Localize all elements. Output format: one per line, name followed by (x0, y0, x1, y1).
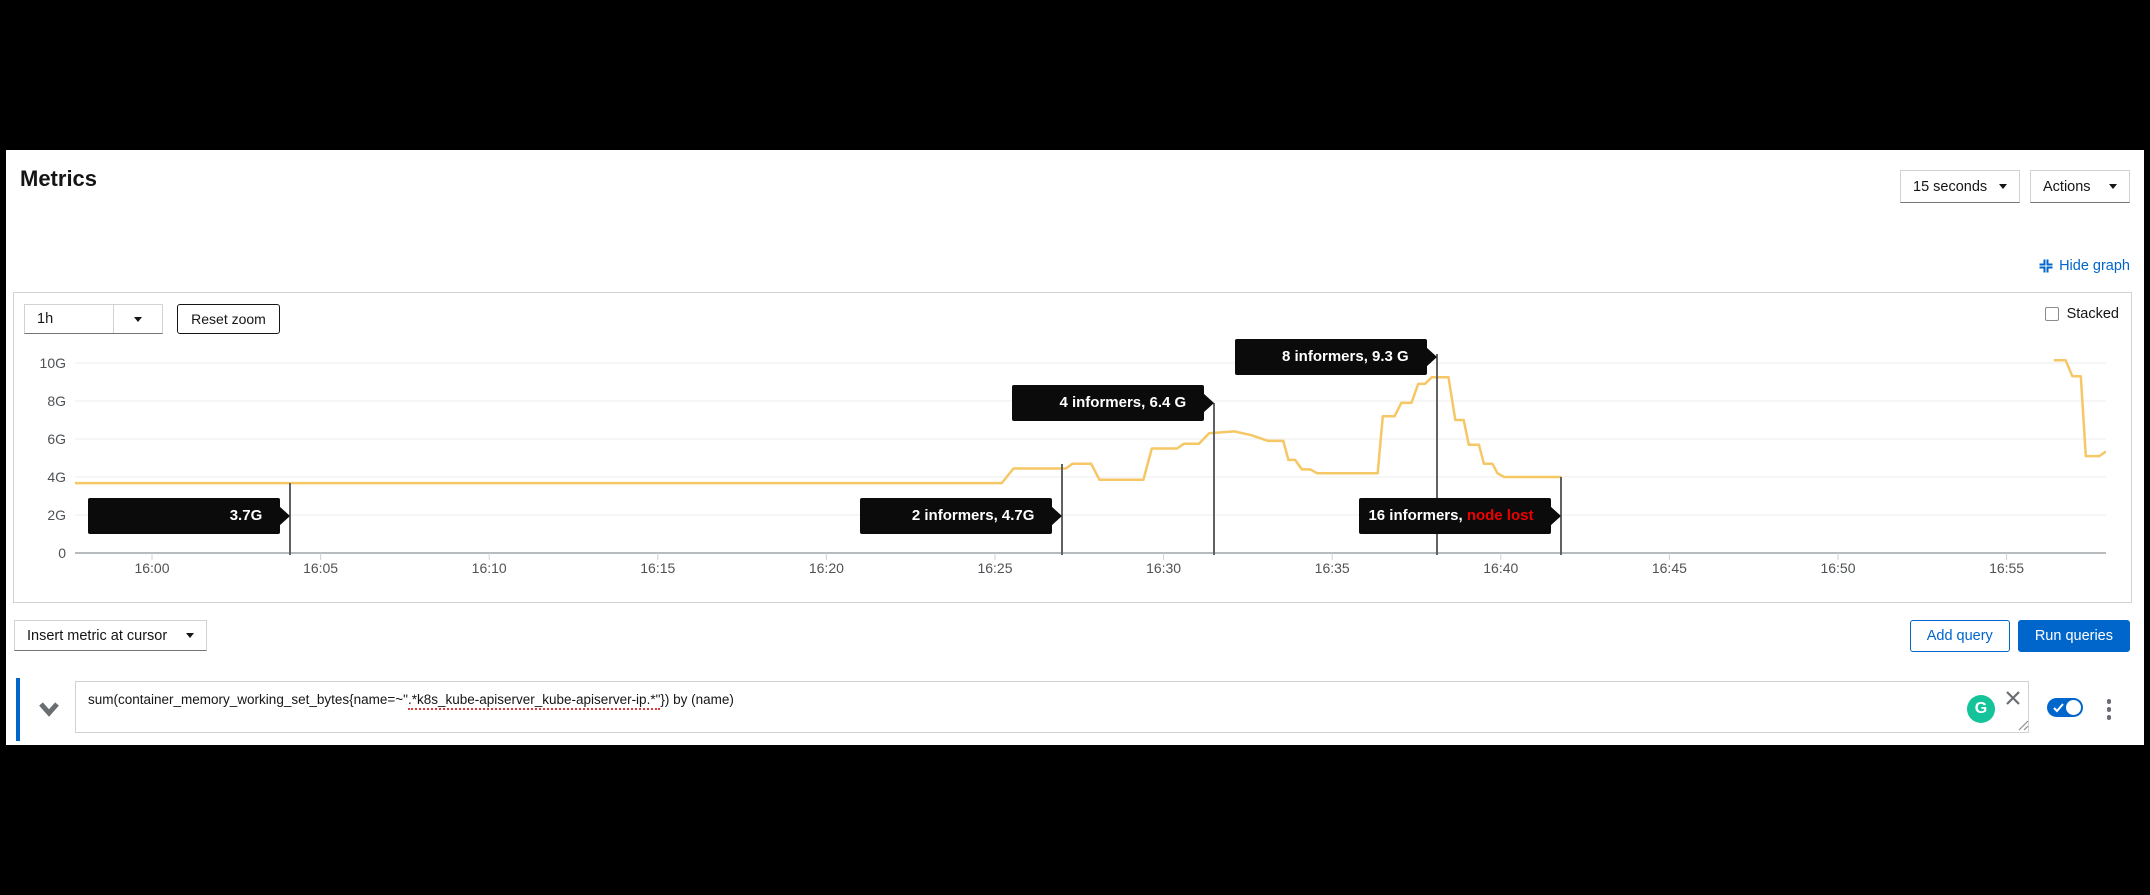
clear-query-button[interactable] (2003, 688, 2023, 708)
actions-dropdown[interactable]: Actions (2030, 170, 2130, 203)
x-tick-label: 16:10 (471, 560, 507, 576)
y-tick-label: 0 (58, 545, 66, 561)
y-tick-label: 6G (47, 431, 66, 447)
stacked-checkbox[interactable] (2044, 307, 2059, 321)
hide-graph-link[interactable]: Hide graph (2039, 258, 2130, 274)
query-text: }) by (name) (660, 692, 734, 707)
close-icon (2006, 691, 2020, 705)
timespan-value: 1h (37, 311, 54, 327)
page-title: Metrics (20, 166, 98, 191)
chevron-down-icon (2109, 184, 2117, 189)
toggle-knob (2066, 700, 2081, 715)
kebab-dot (2106, 707, 2112, 712)
annotation-marker-line (1560, 477, 1563, 555)
series-line (75, 376, 1562, 485)
x-tick-label: 16:15 (640, 560, 676, 576)
x-tick-label: 16:05 (303, 560, 339, 576)
x-tick-label: 16:30 (1146, 560, 1182, 576)
annotation-marker-line (289, 483, 292, 555)
annotation-label: 3.7G (229, 506, 263, 524)
annotation-tooltip: 4 informers, 6.4 G (1012, 384, 1205, 421)
run-queries-button[interactable]: Run queries (2017, 620, 2130, 652)
query-toolbar-buttons: Add query Run queries (1909, 620, 2130, 652)
chevron-down-icon (1999, 184, 2007, 189)
reset-zoom-button[interactable]: Reset zoom (177, 304, 280, 334)
x-tick-label: 16:55 (1989, 560, 2025, 576)
annotation-label: 2 informers, 4.7G (911, 506, 1035, 524)
poll-interval-select[interactable]: 15 seconds (1900, 170, 2020, 203)
stacked-label: Stacked (2066, 306, 2119, 322)
series-line (2053, 358, 2106, 458)
x-tick-label: 16:35 (1314, 560, 1350, 576)
query-text: sum(container_memory_working_set_bytes{n… (88, 692, 408, 707)
kebab-dot (2106, 699, 2112, 704)
annotation-tooltip-arrow (1203, 392, 1215, 413)
chevron-down-icon (186, 633, 194, 638)
annotation-tooltip-arrow (279, 505, 291, 526)
annotation-marker-line (1213, 402, 1216, 555)
annotation-marker-line (1435, 354, 1438, 555)
x-tick-label: 16:50 (1820, 560, 1856, 576)
query-kebab-menu[interactable] (2106, 699, 2112, 720)
graph-card: 1h Reset zoom Stacked 0 2G 4G 6G 8G 10G 16:00 1… (13, 292, 2132, 603)
annotation-tooltip: 3.7G (88, 497, 281, 534)
x-tick-label: 16:45 (1651, 560, 1687, 576)
annotation-label-alert: node lost (1466, 506, 1534, 524)
x-tick-label: 16:25 (977, 560, 1013, 576)
collapse-query-button[interactable] (36, 698, 62, 720)
annotation-label: 4 informers, 6.4 G (1059, 393, 1187, 411)
stacked-option[interactable]: Stacked (2044, 306, 2119, 322)
chevron-down-icon (114, 316, 162, 322)
annotation-tooltip-arrow (1425, 347, 1437, 368)
insert-metric-select[interactable]: Insert metric at cursor (14, 620, 207, 651)
annotation-label: 8 informers, 9.3 G (1282, 348, 1409, 366)
check-icon (2053, 703, 2064, 713)
insert-metric-label: Insert metric at cursor (27, 627, 168, 644)
x-tick-label: 16:40 (1483, 560, 1519, 576)
grammarly-icon[interactable]: G (1967, 695, 1995, 723)
annotation-tooltip-arrow (1051, 505, 1063, 526)
actions-label: Actions (2043, 178, 2091, 195)
textarea-resize-handle[interactable] (2016, 718, 2030, 732)
metrics-page: Metrics 15 seconds Actions Hide graph (6, 150, 2144, 745)
y-tick-label: 8G (47, 393, 66, 409)
annotation-marker-line (1061, 463, 1064, 555)
query-enabled-toggle[interactable] (2047, 698, 2083, 717)
annotation-label: 16 informers, (1368, 506, 1467, 524)
x-tick-label: 16:20 (808, 560, 844, 576)
query-text-flagged: .*k8s_kube-apiserver_kube-apiserver-ip.*… (407, 692, 661, 710)
y-tick-label: 10G (39, 355, 66, 371)
add-query-button[interactable]: Add query (1909, 620, 2010, 652)
timespan-select[interactable]: 1h (24, 304, 163, 334)
annotation-tooltip-arrow (1550, 505, 1562, 526)
poll-interval-value: 15 seconds (1913, 178, 1988, 195)
chevron-down-icon (39, 702, 59, 717)
query-expression-input[interactable]: sum(container_memory_working_set_bytes{n… (75, 681, 2029, 733)
metrics-chart: 0 2G 4G 6G 8G 10G 16:00 16:05 16:10 16:15 16:20 16:… (14, 293, 2131, 602)
annotation-tooltip: 16 informers, node lost (1359, 497, 1552, 534)
y-tick-label: 4G (47, 469, 66, 485)
annotation-tooltip: 2 informers, 4.7G (860, 497, 1053, 534)
kebab-dot (2106, 715, 2112, 720)
chart-plot-area (75, 358, 2106, 560)
y-tick-label: 2G (47, 507, 66, 523)
query-accent-bar (16, 678, 20, 741)
compress-icon (2039, 259, 2053, 273)
annotation-tooltip: 8 informers, 9.3 G (1234, 339, 1427, 376)
x-tick-label: 16:00 (134, 560, 170, 576)
header-controls: 15 seconds Actions (1900, 170, 2130, 203)
select-divider (113, 305, 114, 333)
hide-graph-label: Hide graph (2059, 258, 2130, 274)
